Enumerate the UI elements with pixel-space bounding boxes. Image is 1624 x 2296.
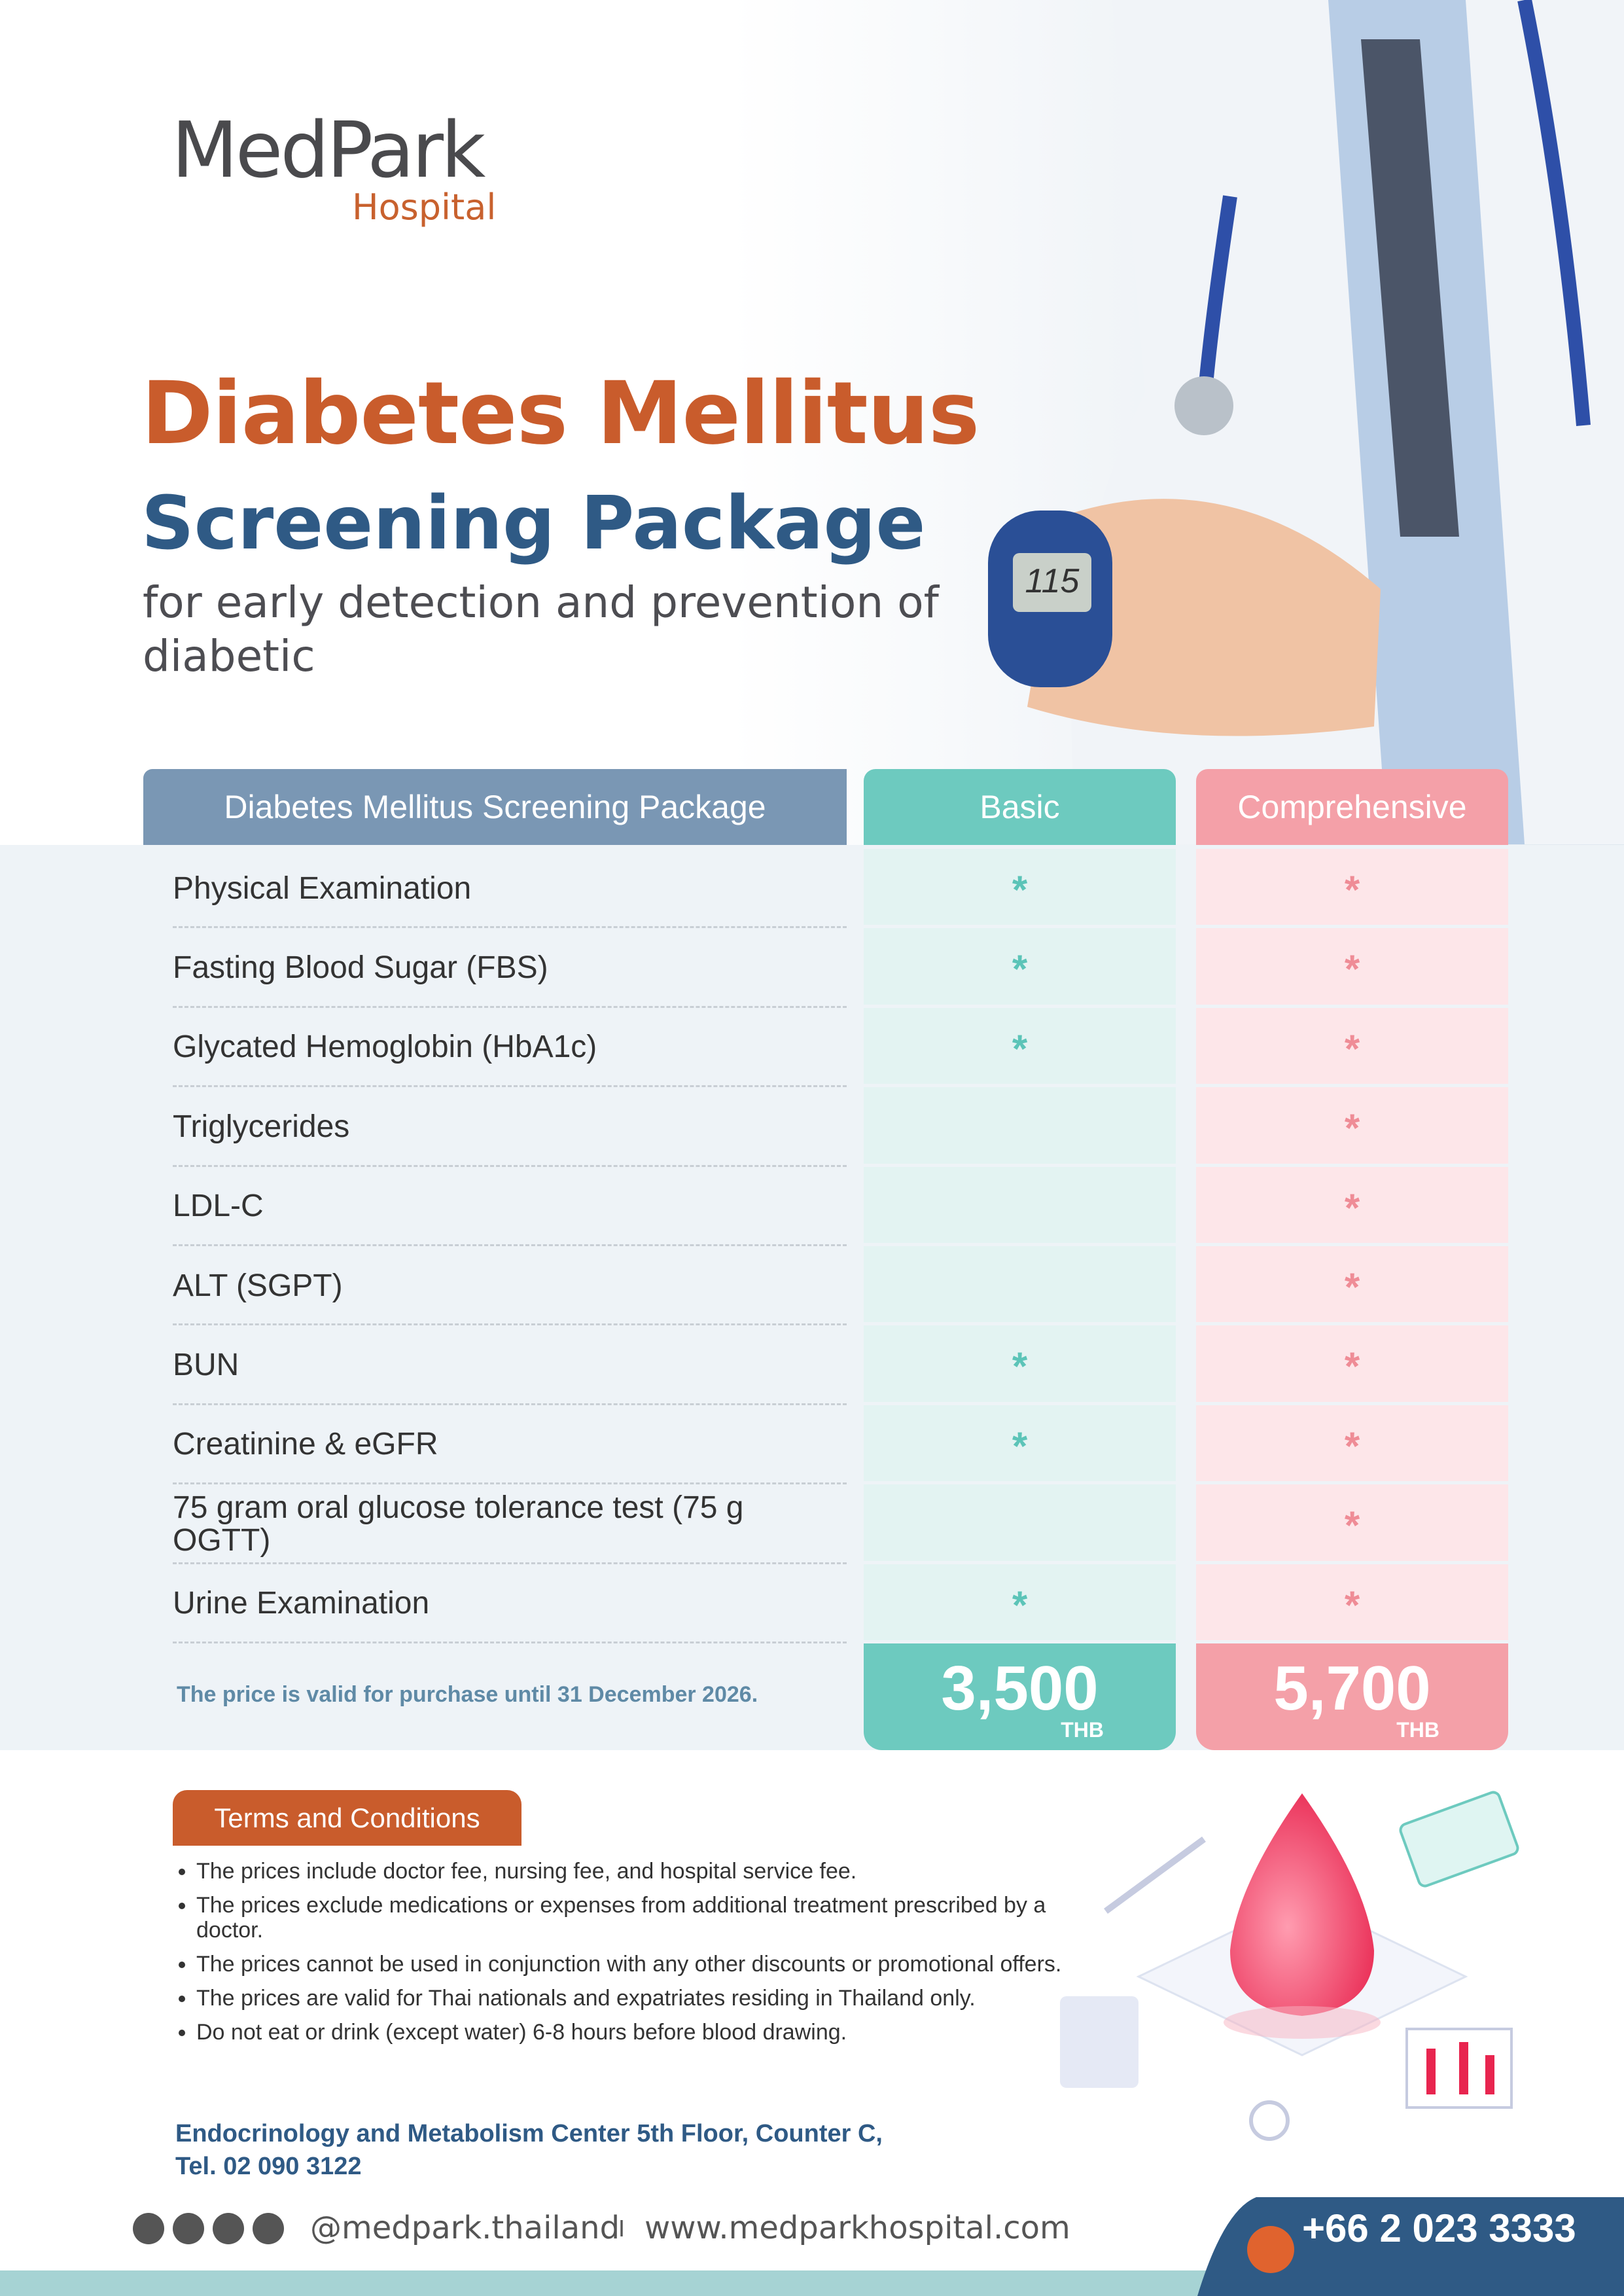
price-cell: 3,500 THB — [864, 1643, 1176, 1750]
title-line1: Diabetes Mellitus — [141, 363, 980, 464]
meter-reading: 115 — [1025, 562, 1080, 600]
basic-cell — [864, 1405, 1176, 1482]
terms-item: Do not eat or drink (except water) 6-8 h… — [196, 2020, 1086, 2045]
terms-item: The prices exclude medications or expens… — [196, 1893, 1086, 1943]
included-mark: * — [1012, 1424, 1028, 1468]
price-amount: 3,500 — [941, 1653, 1099, 1723]
row-divider — [173, 1323, 847, 1326]
row-label: Glycated Hemoglobin (HbA1c) — [173, 1030, 597, 1065]
row-label: ALT (SGPT) — [173, 1268, 343, 1303]
comprehensive-cell — [1196, 1166, 1508, 1243]
included-mark: * — [1344, 947, 1360, 992]
basic-cell — [864, 1564, 1176, 1640]
logo-subtitle: Hospital — [352, 187, 497, 228]
logo-name: MedPark — [171, 105, 485, 195]
row-label: 75 gram oral glucose tolerance test (75 … — [173, 1490, 744, 1558]
basic-cell — [864, 928, 1176, 1005]
included-mark: * — [1344, 1503, 1360, 1548]
row-label: Physical Examination — [173, 870, 472, 906]
validity-note: The price is valid for purchase until 31… — [177, 1682, 758, 1707]
separator: I — [618, 2215, 626, 2242]
included-mark: * — [1012, 1344, 1028, 1389]
row-label: Fasting Blood Sugar (FBS) — [173, 950, 548, 986]
included-mark: * — [1344, 1583, 1360, 1627]
row-divider — [173, 1164, 847, 1167]
included-mark: * — [1344, 1106, 1360, 1151]
location: Endocrinology and Metabolism Center 5th … — [175, 2117, 883, 2183]
row-label: Urine Examination — [173, 1586, 430, 1621]
terms-item: The prices are valid for Thai nationals … — [196, 1986, 1086, 2011]
phone[interactable]: +66 2 023 3333 — [1302, 2206, 1576, 2250]
basic-cell — [864, 1007, 1176, 1085]
comprehensive-cell — [1196, 1325, 1508, 1402]
basic-cell — [864, 1087, 1176, 1164]
row-divider — [173, 1562, 847, 1564]
comprehensive-cell — [1196, 849, 1508, 925]
table-header: Comprehensive — [1196, 769, 1508, 845]
included-mark: * — [1344, 868, 1360, 912]
included-mark: * — [1012, 1026, 1028, 1071]
basic-cell — [864, 1325, 1176, 1402]
price-currency: THB — [1061, 1718, 1104, 1742]
included-mark: * — [1344, 1424, 1360, 1468]
comprehensive-cell — [1196, 928, 1508, 1005]
subtitle: for early detection and prevention of di… — [143, 577, 939, 681]
included-mark: * — [1344, 1344, 1360, 1389]
row-divider — [173, 1482, 847, 1485]
row-divider — [173, 1244, 847, 1246]
comprehensive-cell — [1196, 1405, 1508, 1482]
row-label: Triglycerides — [173, 1109, 350, 1144]
hero-background: 115 — [0, 0, 1624, 851]
table-header: Basic — [864, 769, 1176, 845]
basic-cell — [864, 1166, 1176, 1243]
included-mark: * — [1012, 868, 1028, 912]
row-divider — [173, 1085, 847, 1088]
included-mark: * — [1344, 1265, 1360, 1309]
included-mark: * — [1344, 1185, 1360, 1230]
terms-item: The prices include doctor fee, nursing f… — [196, 1859, 1086, 1884]
basic-cell — [864, 1484, 1176, 1561]
row-label: BUN — [173, 1348, 239, 1383]
basic-cell — [864, 849, 1176, 925]
website[interactable]: www.medparkhospital.com — [644, 2210, 1070, 2246]
included-mark: * — [1012, 947, 1028, 992]
comprehensive-cell — [1196, 1564, 1508, 1640]
table-header: Diabetes Mellitus Screening Package — [143, 769, 847, 845]
location-line: Tel. 02 090 3122 — [175, 2153, 362, 2180]
social-icons — [133, 2213, 284, 2244]
price-currency: THB — [1396, 1718, 1439, 1742]
included-mark: * — [1344, 1026, 1360, 1071]
illustration — [1060, 1791, 1519, 2141]
terms-title: Terms and Conditions — [173, 1790, 521, 1846]
location-line: Endocrinology and Metabolism Center 5th … — [175, 2120, 883, 2147]
included-mark: * — [1012, 1583, 1028, 1627]
row-label: Creatinine & eGFR — [173, 1427, 438, 1462]
row-divider — [173, 1005, 847, 1008]
phone-box — [1197, 2197, 1624, 2296]
row-divider — [173, 1641, 847, 1643]
comprehensive-cell — [1196, 1087, 1508, 1164]
title-line2: Screening Package — [141, 481, 926, 566]
row-label: LDL-C — [173, 1189, 264, 1224]
price-cell: 5,700 THB — [1196, 1643, 1508, 1750]
comprehensive-cell — [1196, 1484, 1508, 1561]
comprehensive-cell — [1196, 1007, 1508, 1085]
row-divider — [173, 1403, 847, 1405]
price-amount: 5,700 — [1273, 1653, 1431, 1723]
terms-list: The prices include doctor fee, nursing f… — [173, 1859, 1086, 2054]
social-handle[interactable]: @medpark.thailand — [310, 2210, 620, 2246]
comprehensive-cell — [1196, 1246, 1508, 1323]
row-divider — [173, 926, 847, 929]
basic-cell — [864, 1246, 1176, 1323]
terms-item: The prices cannot be used in conjunction… — [196, 1952, 1086, 1977]
